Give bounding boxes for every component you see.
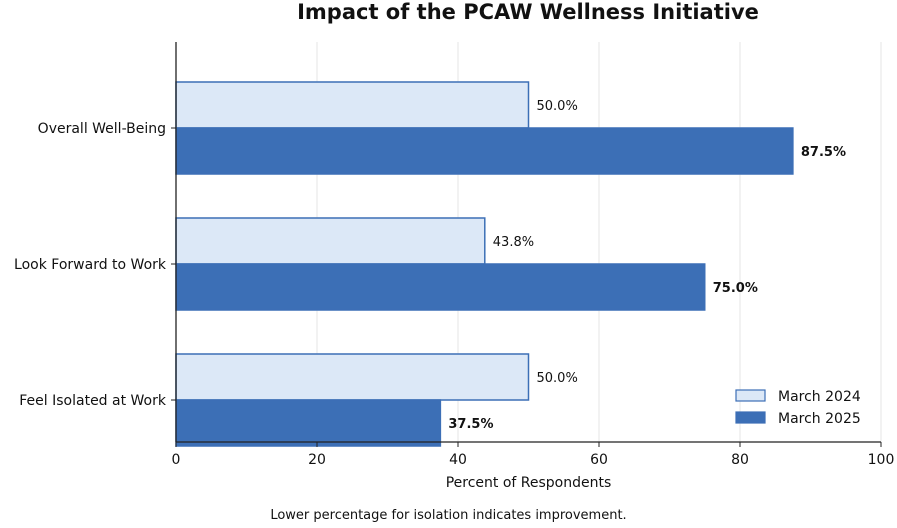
- bar-0-2: [175, 353, 530, 401]
- x-tick-label-4: 80: [731, 452, 749, 468]
- x-tick-label-2: 40: [449, 452, 467, 468]
- legend-swatch-0: [735, 389, 766, 402]
- y-tick-label-0: Overall Well-Being: [38, 121, 166, 137]
- bar-0-0: [175, 81, 530, 129]
- axes: 0 20 40 60 80 100 Overall Well-Being Look Forwa…: [14, 42, 894, 491]
- data-label-0-0: 50.0%: [537, 99, 578, 114]
- bar-1-1: [175, 263, 706, 311]
- x-tick-label-3: 60: [590, 452, 608, 468]
- bar-1-2: [175, 399, 442, 447]
- x-axis-title: Percent of Respondents: [446, 475, 612, 491]
- data-label-1-0: 87.5%: [801, 145, 846, 160]
- bar-1-0: [175, 127, 794, 175]
- y-tick-label-1: Look Forward to Work: [14, 257, 167, 273]
- data-label-0-2: 50.0%: [537, 371, 578, 386]
- data-label-1-2: 37.5%: [448, 417, 493, 432]
- x-tick-label-0: 0: [172, 452, 181, 468]
- data-labels: 50.0% 87.5% 43.8% 75.0% 50.0% 37.5%: [448, 99, 846, 432]
- legend-label-1: March 2025: [778, 411, 861, 427]
- bar-0-1: [175, 217, 486, 265]
- data-label-1-1: 75.0%: [713, 281, 758, 296]
- legend: March 2024 March 2025: [735, 389, 861, 427]
- x-tick-label-1: 20: [308, 452, 326, 468]
- x-tick-label-5: 100: [868, 452, 895, 468]
- chart-title: Impact of the PCAW Wellness Initiative: [297, 0, 759, 24]
- data-label-0-1: 43.8%: [493, 235, 534, 250]
- bars: [175, 81, 794, 447]
- chart-footnote: Lower percentage for isolation indicates…: [270, 508, 627, 523]
- legend-swatch-1: [735, 411, 766, 424]
- y-tick-label-2: Feel Isolated at Work: [19, 393, 167, 409]
- legend-label-0: March 2024: [778, 389, 861, 405]
